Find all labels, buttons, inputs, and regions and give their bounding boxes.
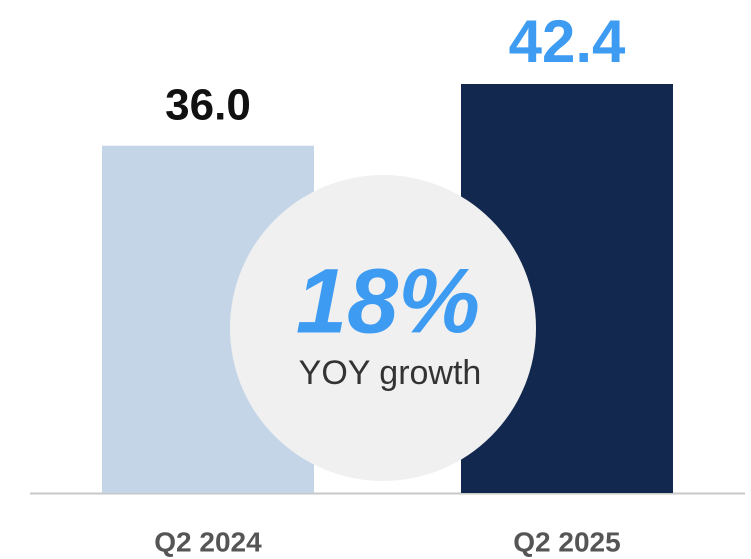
value-label: 36.0 [165, 80, 251, 129]
growth-caption: YOY growth [299, 354, 482, 392]
growth-circle [230, 175, 536, 481]
x-tick-label: Q2 2025 [513, 526, 620, 557]
value-label: 42.4 [509, 8, 626, 75]
x-tick-label: Q2 2024 [154, 526, 262, 557]
bars: 36.0 42.4 [102, 8, 673, 494]
growth-value: 18% [296, 250, 480, 352]
